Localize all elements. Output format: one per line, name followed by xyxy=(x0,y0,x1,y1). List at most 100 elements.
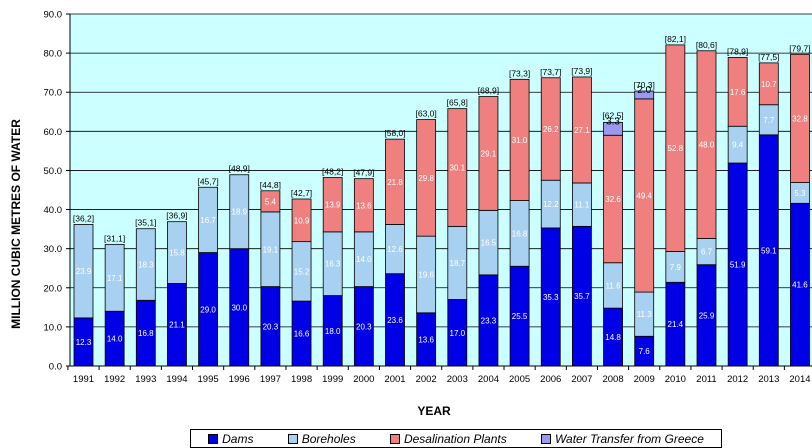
total-label: [63,0] xyxy=(416,109,437,119)
total-label: [48,9] xyxy=(229,164,250,174)
bar-segment xyxy=(603,121,623,136)
data-label: 25.5 xyxy=(512,312,528,321)
bar-segment xyxy=(385,138,405,225)
data-label: 30.0 xyxy=(231,303,247,312)
data-label: 2.0 xyxy=(637,85,651,96)
y-tick-label: 90.0 xyxy=(44,10,63,21)
total-label: [36,9] xyxy=(166,211,187,221)
data-label: 16.5 xyxy=(481,239,497,248)
data-label: 17.6 xyxy=(730,88,746,97)
data-label: 51.9 xyxy=(730,261,746,270)
data-label: 30.1 xyxy=(450,164,466,173)
x-tick-label: 1995 xyxy=(198,374,219,385)
y-axis-label: MILLION CUBIC METRES OF WATER xyxy=(9,119,23,329)
data-label: 13.6 xyxy=(356,201,372,210)
y-tick-label: 70.0 xyxy=(44,88,63,99)
x-tick-label: 2000 xyxy=(353,374,374,385)
data-label: 18.9 xyxy=(231,208,247,217)
bar-segment xyxy=(167,221,187,284)
legend-item-desal: Desalination Plants xyxy=(389,432,507,446)
x-axis-label: YEAR xyxy=(417,404,451,418)
bar-segment xyxy=(447,108,468,227)
data-label: 16.6 xyxy=(294,330,310,339)
data-label: 23.6 xyxy=(387,316,403,325)
bar-segment xyxy=(353,178,374,233)
x-tick-label: 2009 xyxy=(634,374,655,385)
y-tick-label: 40.0 xyxy=(44,205,63,216)
y-tick-label: 80.0 xyxy=(44,49,63,60)
data-label: 15.2 xyxy=(294,267,310,276)
x-tick-label: 2008 xyxy=(602,374,623,385)
bar-segment xyxy=(634,90,655,100)
bar-segment xyxy=(104,243,125,312)
bar-segment xyxy=(416,119,437,237)
data-label: 21.8 xyxy=(387,178,403,187)
data-label: 15.8 xyxy=(169,249,185,258)
data-label: 21.1 xyxy=(169,321,185,330)
data-label: 13.6 xyxy=(418,335,434,344)
data-label: 5.4 xyxy=(265,197,277,206)
legend-label-transfer: Water Transfer from Greece xyxy=(554,431,704,446)
x-tick-label: 1994 xyxy=(166,374,187,385)
data-label: 49.4 xyxy=(636,191,652,200)
boreholes-swatch xyxy=(287,433,298,444)
bar-segment xyxy=(790,53,810,183)
y-tick-label: 60.0 xyxy=(44,127,63,138)
data-label: 13.9 xyxy=(325,201,341,210)
x-axis-ticks: 1991 1992 1993 1994 1995 1996 1997 1998 1999 2000… xyxy=(67,366,811,385)
total-label: [73,9] xyxy=(571,66,592,76)
total-label: [35,1] xyxy=(135,218,156,228)
total-label: [68,9] xyxy=(478,86,499,96)
x-tick-label: 1991 xyxy=(73,374,94,385)
legend-item-boreholes: Boreholes xyxy=(287,431,356,446)
legend: Dams Boreholes Desalination Plants Water… xyxy=(190,429,722,448)
bar-segment xyxy=(73,224,94,319)
x-tick-label: 1992 xyxy=(104,374,125,385)
data-label: 35.7 xyxy=(574,292,590,301)
x-tick-label: 1997 xyxy=(260,374,281,385)
data-label: 23.9 xyxy=(76,267,92,276)
data-label: 35.3 xyxy=(543,293,559,302)
data-label: 16.7 xyxy=(200,216,216,225)
data-label: 29.0 xyxy=(200,305,216,314)
total-label: [44,8] xyxy=(260,180,281,190)
x-tick-label: 2014 xyxy=(789,374,810,385)
bar-segment xyxy=(540,77,561,181)
data-label: 48.0 xyxy=(699,141,715,150)
total-label: [79,7] xyxy=(789,43,810,53)
data-label: 32.8 xyxy=(792,114,808,123)
x-tick-label: 2010 xyxy=(665,374,686,385)
data-label: 23.3 xyxy=(481,316,497,325)
data-label: 20.3 xyxy=(263,322,279,331)
total-label: [62,5] xyxy=(602,111,623,121)
dams-swatch xyxy=(208,433,219,444)
x-tick-label: 2007 xyxy=(571,374,592,385)
total-label: [31,1] xyxy=(104,233,125,243)
data-label: 17.1 xyxy=(107,274,123,283)
bar-segment xyxy=(509,78,530,201)
data-label: 29.1 xyxy=(481,149,497,158)
data-label: 31.0 xyxy=(512,136,528,145)
x-tick-label: 1999 xyxy=(322,374,343,385)
bar-segment xyxy=(260,190,281,213)
y-tick-label: 30.0 xyxy=(44,244,63,255)
data-label: 18.7 xyxy=(450,259,466,268)
total-label: [58,0] xyxy=(384,128,405,138)
data-label: 18.0 xyxy=(325,327,341,336)
data-label: 9.4 xyxy=(732,141,744,150)
data-label: 21.4 xyxy=(668,320,684,329)
plot-area xyxy=(70,14,812,366)
total-label: [45,7] xyxy=(197,176,218,186)
x-tick-label: 1996 xyxy=(229,374,250,385)
x-tick-label: 1993 xyxy=(135,374,156,385)
bar-segment xyxy=(135,228,156,301)
x-tick-label: 2002 xyxy=(416,374,437,385)
x-tick-label: 2013 xyxy=(758,374,779,385)
legend-label-boreholes: Boreholes xyxy=(301,431,356,446)
bar-segment xyxy=(229,174,250,250)
data-label: 11.3 xyxy=(637,310,653,319)
data-label: 7.9 xyxy=(670,263,682,272)
data-label: 6.7 xyxy=(701,248,713,257)
legend-item-transfer: Water Transfer from Greece xyxy=(540,431,704,446)
transfer-swatch xyxy=(540,433,551,444)
